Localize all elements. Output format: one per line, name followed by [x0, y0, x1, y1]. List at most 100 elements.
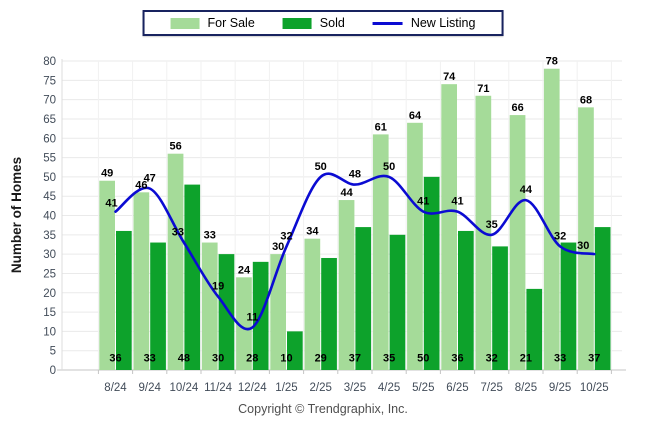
svg-text:61: 61: [375, 121, 387, 133]
svg-text:33: 33: [144, 353, 156, 365]
svg-text:78: 78: [546, 56, 558, 68]
svg-text:9/24: 9/24: [139, 382, 162, 394]
svg-text:36: 36: [109, 353, 121, 365]
svg-text:30: 30: [212, 353, 224, 365]
svg-text:80: 80: [43, 56, 56, 68]
sold-bar: [355, 227, 372, 370]
svg-text:10: 10: [43, 326, 56, 338]
legend-label-for-sale: For Sale: [207, 16, 255, 30]
copyright-text: Copyright © Trendgraphix, Inc.: [238, 402, 408, 416]
svg-text:5: 5: [50, 346, 56, 358]
for-sale-bar: [543, 68, 560, 370]
svg-text:12/24: 12/24: [238, 382, 267, 394]
legend-item-sold: Sold: [282, 16, 345, 30]
svg-text:32: 32: [554, 230, 566, 242]
svg-text:9/25: 9/25: [549, 382, 571, 394]
for-sale-bar: [133, 192, 150, 370]
svg-text:1/25: 1/25: [275, 382, 297, 394]
sold-bar: [184, 184, 201, 370]
sold-bar: [423, 176, 440, 370]
svg-text:32: 32: [486, 353, 498, 365]
svg-text:30: 30: [577, 240, 589, 252]
svg-text:50: 50: [43, 172, 56, 184]
svg-text:68: 68: [580, 94, 592, 106]
svg-text:66: 66: [511, 102, 523, 114]
bars-sold: [116, 176, 611, 370]
sold-bar: [218, 254, 235, 370]
svg-text:29: 29: [315, 353, 327, 365]
new-listing-line: [114, 172, 596, 331]
svg-text:65: 65: [43, 114, 56, 126]
for-sale-bar: [578, 107, 594, 370]
legend-label-sold: Sold: [319, 16, 345, 30]
for-sale-bar: [201, 242, 218, 370]
svg-text:24: 24: [238, 264, 251, 276]
svg-text:11/24: 11/24: [204, 382, 233, 394]
svg-text:10: 10: [280, 353, 292, 365]
svg-text:75: 75: [43, 75, 56, 87]
legend-label-new-listing: New Listing: [410, 16, 476, 30]
sold-bar: [492, 246, 508, 370]
svg-text:11: 11: [246, 312, 258, 324]
for-sale-bar: [236, 277, 252, 370]
svg-text:55: 55: [43, 153, 56, 165]
svg-text:41: 41: [451, 196, 463, 208]
svg-text:44: 44: [520, 184, 533, 196]
y-axis-labels: 0 5 10 15 20 25 30 35 40 45 50 55 60 65 70 75 80: [43, 56, 56, 377]
for-sale-bar: [304, 238, 321, 370]
for-sale-bar: [99, 180, 115, 370]
svg-text:30: 30: [272, 241, 284, 253]
svg-text:37: 37: [349, 353, 361, 365]
bars-for-sale: [99, 68, 594, 371]
sold-swatch-icon: [282, 17, 312, 29]
svg-text:50: 50: [383, 161, 395, 173]
svg-text:48: 48: [349, 169, 361, 181]
sold-bar: [389, 234, 406, 370]
sold-bar: [150, 242, 166, 370]
svg-text:70: 70: [43, 95, 56, 107]
svg-text:56: 56: [169, 141, 181, 153]
sold-bar: [526, 288, 543, 370]
svg-text:44: 44: [340, 187, 353, 199]
new-listing-line-swatch-icon: [372, 21, 403, 25]
for-sale-bar: [441, 84, 457, 371]
svg-text:35: 35: [43, 230, 56, 242]
svg-text:4/25: 4/25: [378, 382, 400, 394]
svg-text:50: 50: [417, 353, 429, 365]
svg-text:71: 71: [477, 83, 489, 95]
svg-text:25: 25: [43, 268, 56, 280]
svg-text:60: 60: [43, 133, 56, 145]
svg-text:5/25: 5/25: [412, 382, 434, 394]
svg-text:45: 45: [43, 191, 56, 203]
chart-svg: 49 36 41 46 33 47 56 48 33 33 30 19 24 28 11 30 10 32 34 29…: [9, 56, 626, 394]
svg-text:50: 50: [315, 161, 327, 173]
svg-text:47: 47: [144, 172, 156, 184]
svg-text:8/24: 8/24: [104, 382, 127, 394]
svg-text:48: 48: [178, 353, 190, 365]
chart-canvas: 49 36 41 46 33 47 56 48 33 33 30 19 24 28 11 30 10 32 34 29…: [9, 56, 626, 394]
legend: For Sale Sold New Listing: [142, 10, 504, 36]
for-sale-bar: [407, 122, 423, 370]
svg-text:33: 33: [554, 353, 566, 365]
svg-text:32: 32: [280, 230, 292, 242]
sold-bar: [458, 230, 474, 370]
svg-text:6/25: 6/25: [446, 382, 468, 394]
svg-text:10/24: 10/24: [170, 382, 199, 394]
legend-item-new-listing: New Listing: [372, 16, 476, 30]
svg-text:74: 74: [443, 71, 456, 83]
for-sale-bar: [372, 134, 389, 370]
svg-text:20: 20: [43, 288, 56, 300]
svg-text:41: 41: [105, 198, 117, 210]
svg-text:33: 33: [172, 227, 184, 239]
sold-bar: [116, 230, 132, 370]
svg-text:2/25: 2/25: [310, 382, 332, 394]
svg-text:49: 49: [101, 168, 113, 180]
svg-text:36: 36: [451, 353, 463, 365]
svg-text:15: 15: [43, 307, 56, 319]
svg-text:35: 35: [486, 219, 498, 231]
svg-text:35: 35: [383, 353, 395, 365]
svg-text:33: 33: [204, 230, 216, 242]
svg-text:8/25: 8/25: [515, 382, 537, 394]
sold-bar: [287, 331, 303, 370]
